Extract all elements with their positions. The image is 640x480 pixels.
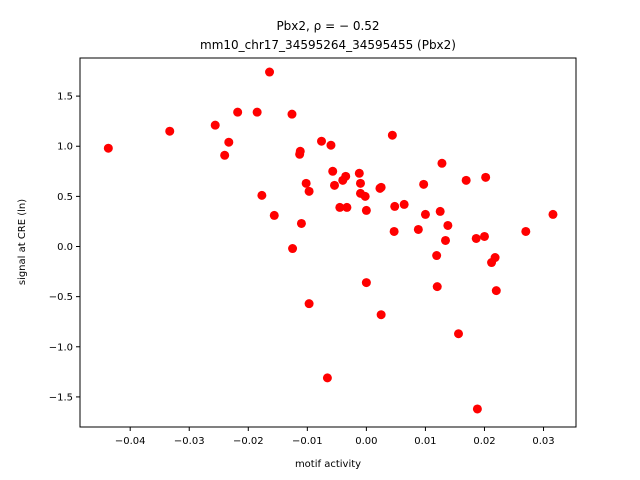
data-point-42: [420, 209, 430, 219]
data-point-38: [390, 201, 400, 211]
x-tick-label: 0.03: [532, 436, 554, 447]
chart-title-line-1: Pbx2, ρ = − 0.52: [276, 19, 379, 33]
chart-title-line-2: mm10_chr17_34595264_34595455 (Pbx2): [200, 38, 456, 52]
x-axis-label: motif activity: [295, 459, 361, 470]
data-point-1: [165, 126, 175, 136]
data-point-27: [354, 168, 364, 178]
data-point-19: [322, 373, 332, 383]
data-point-47: [441, 235, 450, 245]
x-tick-label: 0.00: [355, 436, 377, 447]
data-point-5: [233, 107, 243, 117]
data-point-46: [437, 158, 447, 168]
data-point-9: [269, 210, 279, 220]
data-point-22: [330, 180, 339, 190]
data-point-43: [432, 251, 442, 261]
x-axis: −0.04 −0.03 −0.02 −0.01 0.00 0.01 0.02 0.03: [115, 427, 555, 447]
y-axis: −1.5 −1.0 −0.5 0.0 0.5 1.0 1.5: [49, 92, 80, 403]
data-point-25: [341, 171, 351, 181]
data-point-20: [326, 140, 336, 150]
data-point-31: [361, 205, 371, 215]
data-point-40: [413, 224, 423, 234]
data-point-53: [479, 231, 489, 241]
y-tick-label: −1.5: [49, 392, 73, 403]
data-point-26: [342, 202, 352, 212]
y-tick-label: −1.0: [49, 342, 73, 353]
data-point-17: [304, 299, 314, 309]
data-point-37: [389, 226, 399, 236]
data-point-28: [355, 178, 365, 188]
data-point-52: [472, 404, 482, 414]
data-point-6: [252, 107, 262, 117]
data-point-39: [399, 199, 409, 209]
data-point-50: [461, 175, 471, 185]
y-tick-label: 1.5: [57, 92, 73, 103]
data-point-56: [490, 253, 500, 263]
data-point-49: [454, 329, 463, 339]
axes-frame: [79, 57, 577, 428]
data-point-14: [296, 218, 306, 228]
data-point-51: [471, 233, 481, 243]
data-point-59: [548, 209, 558, 219]
x-tick-label: 0.01: [414, 436, 436, 447]
data-point-45: [435, 206, 445, 216]
data-point-21: [328, 166, 338, 176]
y-tick-label: −0.5: [49, 292, 73, 303]
x-tick-label: −0.03: [174, 436, 205, 447]
data-point-8: [265, 67, 275, 77]
data-point-41: [419, 179, 429, 189]
y-tick-label: 0.0: [57, 242, 73, 253]
data-point-32: [361, 278, 371, 288]
x-tick-label: −0.01: [292, 436, 323, 447]
data-point-18: [317, 136, 326, 146]
data-point-44: [432, 282, 442, 292]
data-point-34: [376, 182, 386, 192]
data-point-57: [491, 286, 501, 296]
plot-area: [103, 67, 558, 414]
y-tick-label: 0.5: [57, 192, 73, 203]
x-tick-label: 0.02: [473, 436, 495, 447]
data-point-10: [287, 109, 297, 119]
y-tick-label: 1.0: [57, 142, 73, 153]
data-point-13: [295, 146, 305, 156]
x-tick-label: −0.04: [115, 436, 146, 447]
data-point-0: [103, 143, 113, 153]
data-point-3: [220, 150, 230, 160]
data-point-36: [387, 130, 397, 140]
data-point-11: [288, 244, 298, 254]
data-point-35: [376, 310, 386, 320]
data-point-48: [443, 220, 453, 230]
data-point-4: [224, 137, 234, 147]
data-point-54: [481, 172, 491, 182]
x-tick-label: −0.02: [233, 436, 264, 447]
data-point-30: [360, 191, 370, 201]
data-point-7: [257, 190, 267, 200]
data-point-15: [301, 178, 311, 188]
data-point-16: [304, 186, 314, 196]
data-point-58: [521, 226, 531, 236]
y-axis-label: signal at CRE (ln): [17, 199, 28, 285]
data-point-23: [335, 202, 345, 212]
data-point-2: [210, 120, 220, 130]
